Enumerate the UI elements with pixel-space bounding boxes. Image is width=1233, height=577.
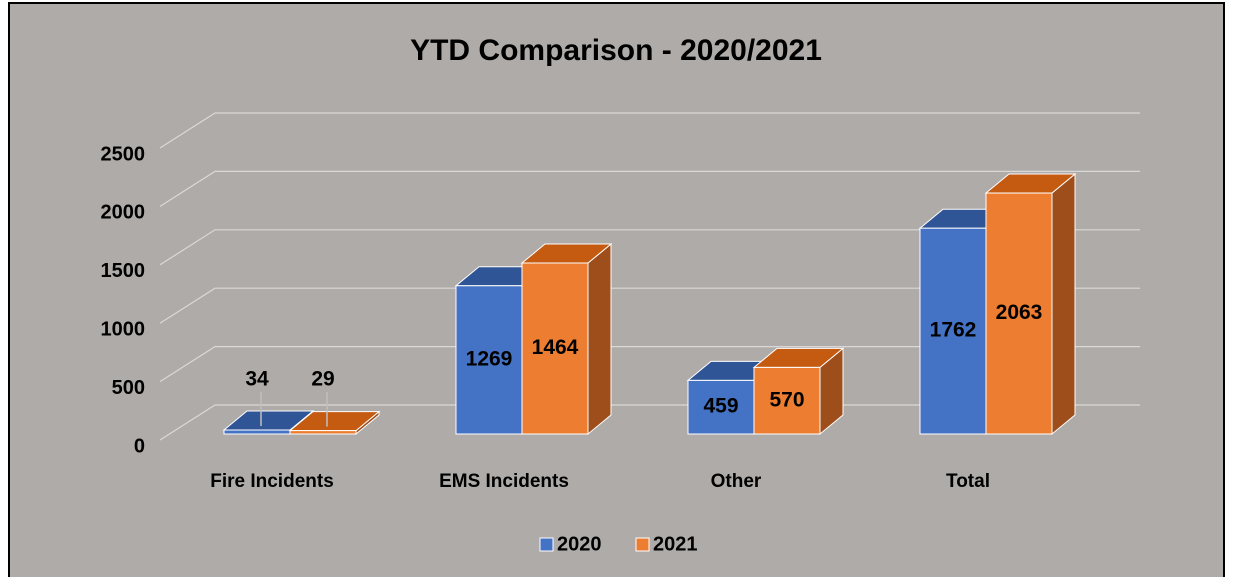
bar [687, 379, 755, 435]
legend-label: 2020 [557, 533, 602, 555]
x-tick-label: Other [711, 471, 762, 492]
bar-side [587, 242, 612, 436]
bar [919, 227, 987, 435]
grid-line [159, 346, 1140, 383]
bar [289, 430, 357, 435]
data-label: 29 [311, 368, 334, 391]
data-label: 570 [769, 388, 804, 411]
chart-title: YTD Comparison - 2020/2021 [410, 34, 822, 67]
bar [753, 366, 821, 435]
data-label: 1269 [466, 347, 513, 370]
legend-label: 2021 [653, 533, 698, 555]
data-label: 34 [245, 368, 269, 391]
data-label: 1762 [930, 319, 977, 342]
x-tick-label: Total [946, 471, 990, 492]
grid-line [159, 112, 1140, 149]
data-label: 459 [703, 395, 738, 418]
grid-line [159, 229, 1140, 266]
y-tick-label: 2000 [101, 202, 146, 224]
bar [455, 285, 523, 435]
y-tick-label: 1000 [101, 318, 146, 340]
legend-swatch [539, 537, 554, 552]
bar [223, 429, 291, 435]
y-tick-label: 2500 [101, 143, 146, 165]
x-tick-label: Fire Incidents [210, 471, 334, 492]
grid-line [159, 170, 1140, 207]
grid-line [159, 287, 1140, 324]
y-tick-label: 0 [134, 435, 145, 457]
bar [985, 192, 1053, 435]
bar-side [1051, 172, 1076, 436]
data-label: 1464 [532, 336, 579, 359]
y-tick-label: 1500 [101, 260, 146, 282]
legend-swatch [635, 537, 650, 552]
bar [521, 262, 589, 435]
x-tick-label: EMS Incidents [439, 471, 569, 492]
data-label: 2063 [996, 301, 1043, 324]
y-tick-label: 500 [112, 377, 145, 399]
